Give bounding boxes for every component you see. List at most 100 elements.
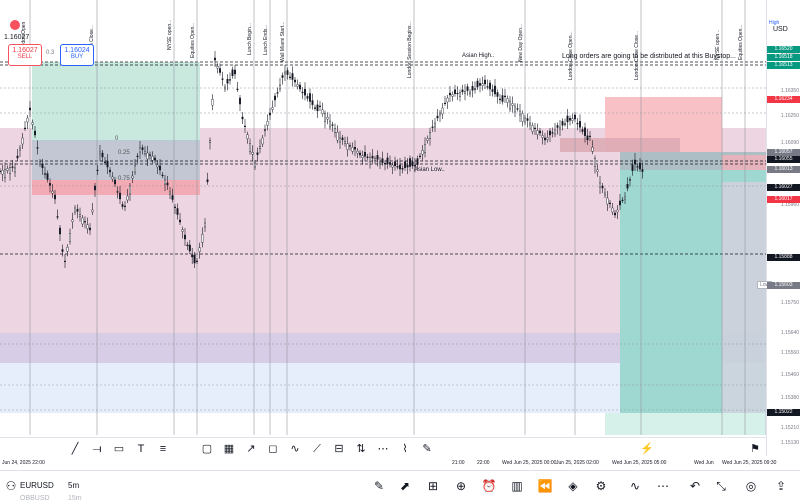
horizontal-ray-icon[interactable]: ⟞ (92, 443, 102, 455)
candle-body (206, 179, 209, 182)
time-tick: Wed Jun 25, 2025 00:00 (502, 460, 557, 466)
price-tag: 1.16234 (767, 96, 800, 103)
candle-body (591, 147, 594, 152)
candle-body (3, 169, 6, 178)
lightning-icon[interactable]: ⚡ (640, 443, 654, 455)
candle-body (183, 234, 186, 240)
globe-icon[interactable]: ◎ (745, 479, 757, 493)
candle-body (264, 129, 267, 131)
pen-icon[interactable]: ✎ (373, 479, 385, 493)
measure-icon[interactable]: ⊟ (334, 443, 344, 455)
currency-selector[interactable]: USD (773, 26, 788, 33)
chart-area[interactable]: Asian High.. Asian Low.. Long orders are… (0, 0, 766, 435)
candle-body (294, 79, 297, 83)
text-icon[interactable]: T (137, 443, 145, 455)
candle-body (369, 157, 372, 162)
candle-body (546, 137, 549, 140)
candle-body (449, 92, 452, 96)
time-tick: Wed Jun 25, 2025 05:00 (612, 460, 667, 466)
candle-body (299, 84, 302, 90)
fullscreen-icon[interactable]: ⤡ (716, 479, 726, 493)
trend-icon[interactable]: ∿ (629, 479, 641, 493)
candle-body (146, 152, 149, 160)
arrow-line-icon[interactable]: ↗ (246, 443, 256, 455)
buy-button[interactable]: 1.16024 BUY (60, 44, 94, 66)
add-icon[interactable]: ⊕ (455, 479, 467, 493)
sell-button[interactable]: 1.16027 SELL (8, 44, 42, 66)
path-icon[interactable]: ∿ (290, 443, 300, 455)
candles-icon[interactable]: ▥ (511, 479, 523, 493)
candle-body (44, 173, 47, 175)
candle-body (211, 99, 214, 106)
flag-usd-icon[interactable]: ⚑ (750, 443, 760, 455)
share-icon[interactable]: ⇪ (775, 479, 787, 493)
alert-icon[interactable] (10, 20, 20, 30)
candle-body (156, 164, 159, 168)
symbol-name[interactable]: EURUSD (20, 481, 54, 490)
candle-body (238, 97, 241, 105)
time-tick: 21:00 (452, 460, 465, 466)
polyline-icon[interactable]: ⟋ (313, 443, 321, 455)
candle-body (604, 192, 607, 196)
grid-layout-icon[interactable]: ⊞ (427, 479, 439, 493)
chart-type-icon[interactable]: ⬈ (399, 479, 411, 493)
candle-body (93, 185, 96, 191)
candle-body (529, 122, 532, 126)
more-icon[interactable]: ⋯ (657, 479, 669, 493)
candle-body (276, 92, 279, 94)
time-axis[interactable]: Jun 24, 2025 22:00 21:00 22:00 Wed Jun 2… (0, 459, 776, 468)
candle-body (541, 135, 544, 138)
target-zone (620, 170, 722, 435)
chart-canvas[interactable] (0, 0, 766, 435)
flag-icon[interactable]: ◻ (268, 443, 278, 455)
candle-body (301, 91, 304, 94)
candle-body (46, 173, 49, 180)
candle-body (349, 145, 352, 147)
candle-body (389, 162, 392, 165)
candle-body (271, 107, 274, 110)
replay-icon[interactable]: ⏪ (537, 479, 553, 493)
candle-body (581, 129, 584, 132)
candle-body (601, 185, 604, 189)
pencil-icon[interactable]: ✎ (422, 443, 432, 455)
brush-icon[interactable]: ≡ (159, 443, 167, 455)
time-tick: 22:00 (477, 460, 490, 466)
candle-body (566, 115, 569, 123)
fib-level-025: 0.25 (118, 150, 130, 156)
candle-body (221, 78, 224, 80)
candle-body (61, 249, 64, 252)
candle-body (391, 164, 394, 168)
candle-body (561, 121, 564, 126)
candle-body (351, 147, 354, 152)
candle-body (506, 98, 509, 103)
ruler-icon[interactable]: ⋯ (377, 443, 389, 455)
candle-body (556, 125, 559, 128)
candle-body (216, 66, 219, 69)
candle-body (366, 156, 369, 158)
candle-body (284, 71, 287, 75)
grid-icon[interactable]: ▦ (223, 443, 235, 455)
undo-icon[interactable]: ↶ (689, 479, 701, 493)
price-axis[interactable]: USD High Low 1.16520 1.16350 1.16250 1.1609… (757, 0, 800, 456)
candle-body (379, 161, 382, 165)
candle-body (319, 105, 322, 108)
candle-body (76, 209, 79, 212)
candle-body (611, 207, 614, 213)
alarm-icon[interactable]: ⏰ (481, 479, 497, 493)
price-tag: 1.15022 (767, 409, 800, 416)
buy-sell-widget: 1.16027 SELL 0.3 1.16024 BUY (4, 30, 96, 66)
trend-line-icon[interactable]: ╱ (71, 443, 79, 455)
curve-icon[interactable]: ⌇ (402, 443, 408, 455)
timeframe[interactable]: 5m (68, 481, 80, 490)
layers-icon[interactable]: ◈ (568, 479, 578, 493)
candle-body (171, 195, 174, 200)
candle-body (39, 161, 42, 165)
candle-body (41, 163, 44, 169)
rectangle-icon[interactable]: ▢ (201, 443, 213, 455)
price-tick: 1.15210 (780, 425, 799, 431)
symbol-icon[interactable]: ⚇ (5, 479, 17, 493)
long-position-icon[interactable]: ⇅ (356, 443, 366, 455)
candle-body (386, 157, 389, 165)
callout-icon[interactable]: ▭ (113, 443, 125, 455)
settings-icon[interactable]: ⚙ (595, 479, 607, 493)
